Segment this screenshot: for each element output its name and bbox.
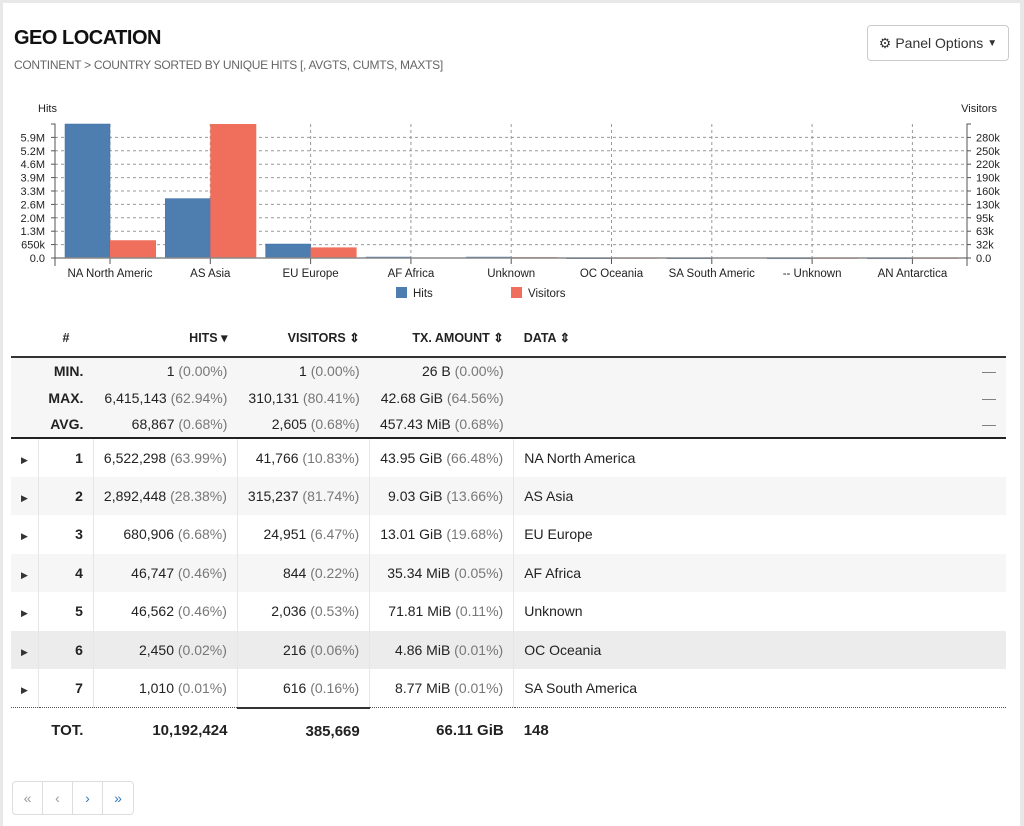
prev-page-button[interactable]: ‹ — [43, 782, 73, 814]
sort-desc-icon: ▾ — [221, 331, 228, 345]
y-axis-left — [51, 123, 56, 266]
bar-hits — [64, 123, 111, 259]
x-tick-label: EU Europe — [282, 268, 338, 280]
x-tick-label: AF Africa — [388, 268, 435, 280]
caret-down-icon: ▼ — [987, 37, 998, 49]
expand-caret-icon[interactable]: ▶ — [11, 669, 39, 708]
y-tick-label-right: 0.0 — [976, 253, 991, 265]
first-page-button[interactable]: « — [13, 782, 43, 814]
y-axis-right — [966, 123, 971, 266]
panel-subtitle: CONTINENT > COUNTRY SORTED BY UNIQUE HIT… — [14, 58, 443, 72]
table-row[interactable]: ▶ 3 680,906 (6.68%) 24,951 (6.47%) 13.01… — [11, 515, 1006, 554]
y-tick-label-right: 220k — [976, 159, 1000, 171]
y-tick-label-right: 160k — [976, 186, 1000, 198]
expand-caret-icon[interactable]: ▶ — [11, 592, 39, 631]
expand-caret-icon[interactable]: ▶ — [11, 630, 39, 669]
summary-label: AVG. — [38, 411, 94, 439]
x-tick-label: OC Oceania — [580, 268, 644, 280]
table-row[interactable]: ▶ 5 46,562 (0.46%) 2,036 (0.53%) 71.81 M… — [11, 592, 1006, 631]
bar-hits — [165, 198, 211, 259]
y-tick-label-left: 4.6M — [21, 159, 45, 171]
y-axis-label-left: Hits — [38, 103, 57, 115]
x-tick-label: AN Antarctica — [878, 268, 948, 280]
table-row[interactable]: ▶ 2 2,892,448 (28.38%) 315,237 (81.74%) … — [11, 476, 1006, 515]
legend-label: Hits — [413, 288, 433, 300]
expand-caret-icon[interactable]: ▶ — [11, 476, 39, 515]
x-tick-label: AS Asia — [190, 268, 231, 280]
y-tick-label-left: 5.9M — [21, 132, 45, 144]
summary-row: AVG. 68,867 (0.68%) 2,605 (0.68%) 457.43… — [11, 411, 1006, 439]
summary-row: MAX. 6,415,143 (62.94%) 310,131 (80.41%)… — [11, 384, 1006, 411]
y-tick-label-left: 650k — [21, 240, 45, 252]
bar-visitors — [310, 247, 357, 258]
summary-label: MAX. — [38, 384, 94, 411]
y-tick-label-left: 5.2M — [21, 146, 45, 158]
summary-row: MIN. 1 (0.00%) 1 (0.00%) 26 B (0.00%) — — [11, 357, 1006, 384]
y-tick-label-left: 0.0 — [30, 253, 45, 265]
legend-swatch-visitors — [511, 287, 522, 298]
y-tick-label-right: 32k — [976, 240, 994, 252]
table-header: # HITS ▾ VISITORS ⇕ TX. AMOUNT ⇕ DATA ⇕ — [11, 319, 1006, 358]
y-tick-label-left: 3.3M — [21, 186, 45, 198]
panel-title: GEO LOCATION — [14, 27, 161, 49]
table-row[interactable]: ▶ 4 46,747 (0.46%) 844 (0.22%) 35.34 MiB… — [11, 553, 1006, 592]
table-row[interactable]: ▶ 1 6,522,298 (63.99%) 41,766 (10.83%) 4… — [11, 438, 1006, 477]
x-tick-label: NA North Americ — [68, 268, 153, 280]
col-data[interactable]: DATA ⇕ — [513, 319, 1006, 358]
y-tick-label-right: 190k — [976, 173, 1000, 185]
pagination: « ‹ › » — [12, 781, 134, 815]
legend-swatch-hits — [396, 287, 407, 298]
y-tick-label-right: 280k — [976, 132, 1000, 144]
sort-icon: ⇕ — [559, 331, 571, 345]
y-tick-label-right: 130k — [976, 199, 1000, 211]
y-tick-label-right: 63k — [976, 226, 994, 238]
y-axis-label-right: Visitors — [961, 103, 997, 115]
gear-icon: ⚙ — [878, 34, 892, 51]
bar-chart: NA North Americ AS Asia EU Europe AF Africa… — [21, 103, 1001, 300]
y-tick-label-right: 250k — [976, 146, 1000, 158]
sort-icon: ⇕ — [493, 331, 504, 345]
col-tx-amount[interactable]: TX. AMOUNT ⇕ — [369, 319, 514, 358]
x-tick-label: SA South Americ — [669, 268, 756, 280]
col-visitors[interactable]: VISITORS ⇕ — [237, 319, 370, 358]
legend-label: Visitors — [528, 288, 566, 300]
expand-caret-icon[interactable]: ▶ — [11, 515, 39, 554]
summary-label: MIN. — [38, 357, 94, 384]
panel-options-button[interactable]: ⚙ Panel Options ▼ — [867, 25, 1009, 61]
bar-visitors — [110, 240, 156, 258]
y-tick-label-right: 95k — [976, 213, 994, 225]
next-page-button[interactable]: › — [73, 782, 103, 814]
col-hits[interactable]: HITS ▾ — [93, 319, 238, 358]
y-tick-label-left: 1.3M — [21, 226, 45, 238]
sort-icon: ⇕ — [349, 331, 360, 345]
y-tick-label-left: 2.0M — [21, 213, 45, 225]
y-tick-label-left: 2.6M — [21, 199, 45, 211]
bar-hits — [265, 243, 311, 259]
table-row[interactable]: ▶ 7 1,010 (0.01%) 616 (0.16%) 8.77 MiB (… — [11, 669, 1006, 708]
total-row: TOT. 10,192,424 385,669 66.11 GiB 148 — [11, 706, 1006, 754]
x-tick-label: -- Unknown — [783, 268, 842, 280]
last-page-button[interactable]: » — [114, 790, 122, 806]
panel-options-label: Panel Options — [895, 35, 984, 51]
x-tick-label: Unknown — [487, 268, 535, 280]
table-row[interactable]: ▶ 6 2,450 (0.02%) 216 (0.06%) 4.86 MiB (… — [11, 630, 1006, 669]
y-tick-label-left: 3.9M — [21, 173, 45, 185]
geo-table: # HITS ▾ VISITORS ⇕ TX. AMOUNT ⇕ DATA ⇕ … — [11, 319, 1006, 754]
bar-visitors — [210, 124, 257, 258]
col-num: # — [38, 319, 94, 358]
expand-caret-icon[interactable]: ▶ — [11, 553, 39, 592]
expand-caret-icon[interactable]: ▶ — [11, 438, 39, 477]
